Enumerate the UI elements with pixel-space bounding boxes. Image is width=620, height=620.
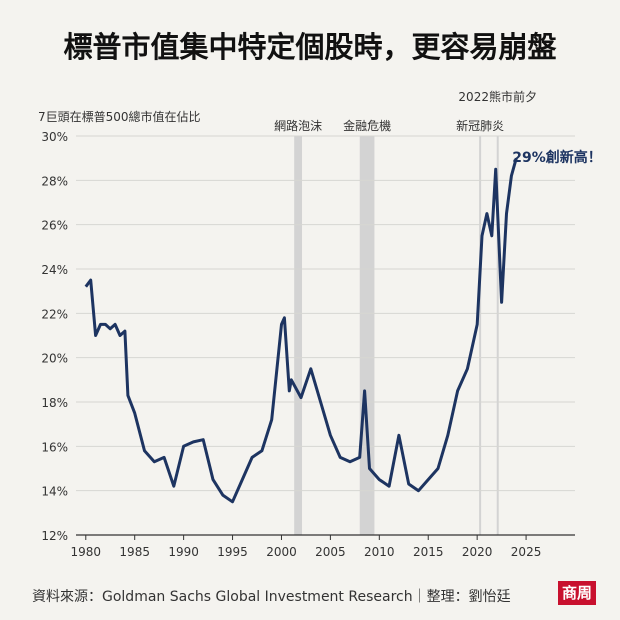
x-tick-label: 2005 [315, 545, 346, 559]
series-line [84, 157, 518, 504]
x-tick-label: 2020 [462, 545, 493, 559]
y-tick-label: 14% [41, 485, 68, 499]
y-tick-label: 22% [41, 307, 68, 321]
source-note: 資料來源：Goldman Sachs Global Investment Res… [32, 589, 511, 605]
event-band [359, 136, 375, 535]
x-tick-label: 1985 [119, 545, 150, 559]
y-tick-label: 24% [41, 263, 68, 277]
event-label: 新冠肺炎 [456, 118, 504, 133]
y-tick-label: 20% [41, 352, 68, 366]
x-tick-label: 2000 [266, 545, 297, 559]
page-title: 標普市值集中特定個股時，更容易崩盤 [63, 30, 557, 64]
y-tick-label: 30% [41, 130, 68, 144]
event-label: 網路泡沫 [274, 118, 322, 133]
y-tick-label: 18% [41, 396, 68, 410]
x-tick-label: 1980 [71, 545, 102, 559]
event-band [294, 136, 303, 535]
y-tick-label: 26% [41, 219, 68, 233]
x-tick-label: 1995 [217, 545, 248, 559]
x-tick-label: 2025 [511, 545, 542, 559]
y-axis-label: 7巨頭在標普500總市值在佔比 [38, 109, 201, 124]
event-band [496, 136, 499, 535]
event-band [479, 136, 482, 535]
y-tick-label: 12% [41, 529, 68, 543]
y-tick-label: 28% [41, 174, 68, 188]
annotation: 29%創新高！ [512, 149, 602, 166]
x-tick-label: 2015 [413, 545, 444, 559]
x-tick-label: 2010 [364, 545, 395, 559]
event-label: 2022熊市前夕 [458, 89, 537, 104]
event-label: 金融危機 [343, 118, 391, 133]
line-chart: 網路泡沫 金融危機 新冠肺炎 2022熊市前夕 12% 14% 16% 18% 20% 22% 2… [38, 89, 602, 559]
brand-logo: 商周 [558, 581, 596, 605]
x-tick-label: 1990 [168, 545, 199, 559]
y-tick-label: 16% [41, 440, 68, 454]
